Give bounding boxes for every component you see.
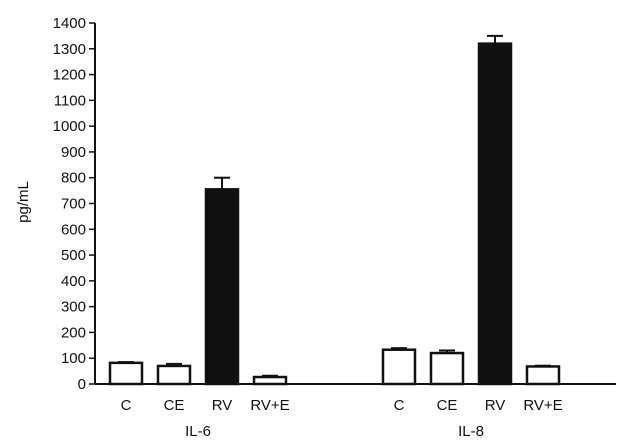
category-label: RV+E xyxy=(523,397,562,414)
category-label: CE xyxy=(437,397,458,414)
bar-il-8-ce xyxy=(429,351,465,386)
category-label: C xyxy=(121,397,132,414)
x-labels: C CE RV RV+E IL-6 C CE RV RV+E IL-8 xyxy=(121,397,563,440)
y-tick-label: 900 xyxy=(61,144,86,161)
y-ticks: 0 100 200 300 400 500 600 700 800 900 1000 1100 1200… xyxy=(53,15,95,393)
group-label: IL-8 xyxy=(458,423,484,440)
y-tick-label: 1400 xyxy=(53,15,86,32)
group-label: IL-6 xyxy=(185,423,211,440)
bar-il-8-c xyxy=(381,348,417,386)
bar-il-8-rv xyxy=(477,42,513,386)
y-tick-label: 0 xyxy=(78,376,86,393)
bars xyxy=(108,34,561,386)
y-tick-label: 1200 xyxy=(53,67,86,84)
bar-il-6-ce xyxy=(156,364,192,386)
y-tick-label: 800 xyxy=(61,170,86,187)
y-tick-label: 200 xyxy=(61,324,86,341)
axes xyxy=(94,23,616,385)
y-tick-label: 300 xyxy=(61,299,86,316)
category-label: C xyxy=(394,397,405,414)
y-axis-label: pg/mL xyxy=(15,181,32,223)
y-tick-label: 100 xyxy=(61,350,86,367)
y-tick-label: 1300 xyxy=(53,41,86,58)
bar-il-6-c xyxy=(108,361,144,386)
category-label: CE xyxy=(164,397,185,414)
category-label: RV+E xyxy=(250,397,289,414)
bar-il-6-rv xyxy=(204,188,240,386)
y-tick-label: 700 xyxy=(61,196,86,213)
category-label: RV xyxy=(212,397,233,414)
y-tick-label: 400 xyxy=(61,273,86,290)
category-label: RV xyxy=(485,397,506,414)
y-tick-label: 600 xyxy=(61,221,86,238)
y-tick-label: 500 xyxy=(61,247,86,264)
bar-il-6-rvpluse xyxy=(252,375,288,386)
bar-il-8-rvpluse xyxy=(525,365,561,386)
y-tick-label: 1000 xyxy=(53,118,86,135)
y-tick-label: 1100 xyxy=(54,92,86,109)
